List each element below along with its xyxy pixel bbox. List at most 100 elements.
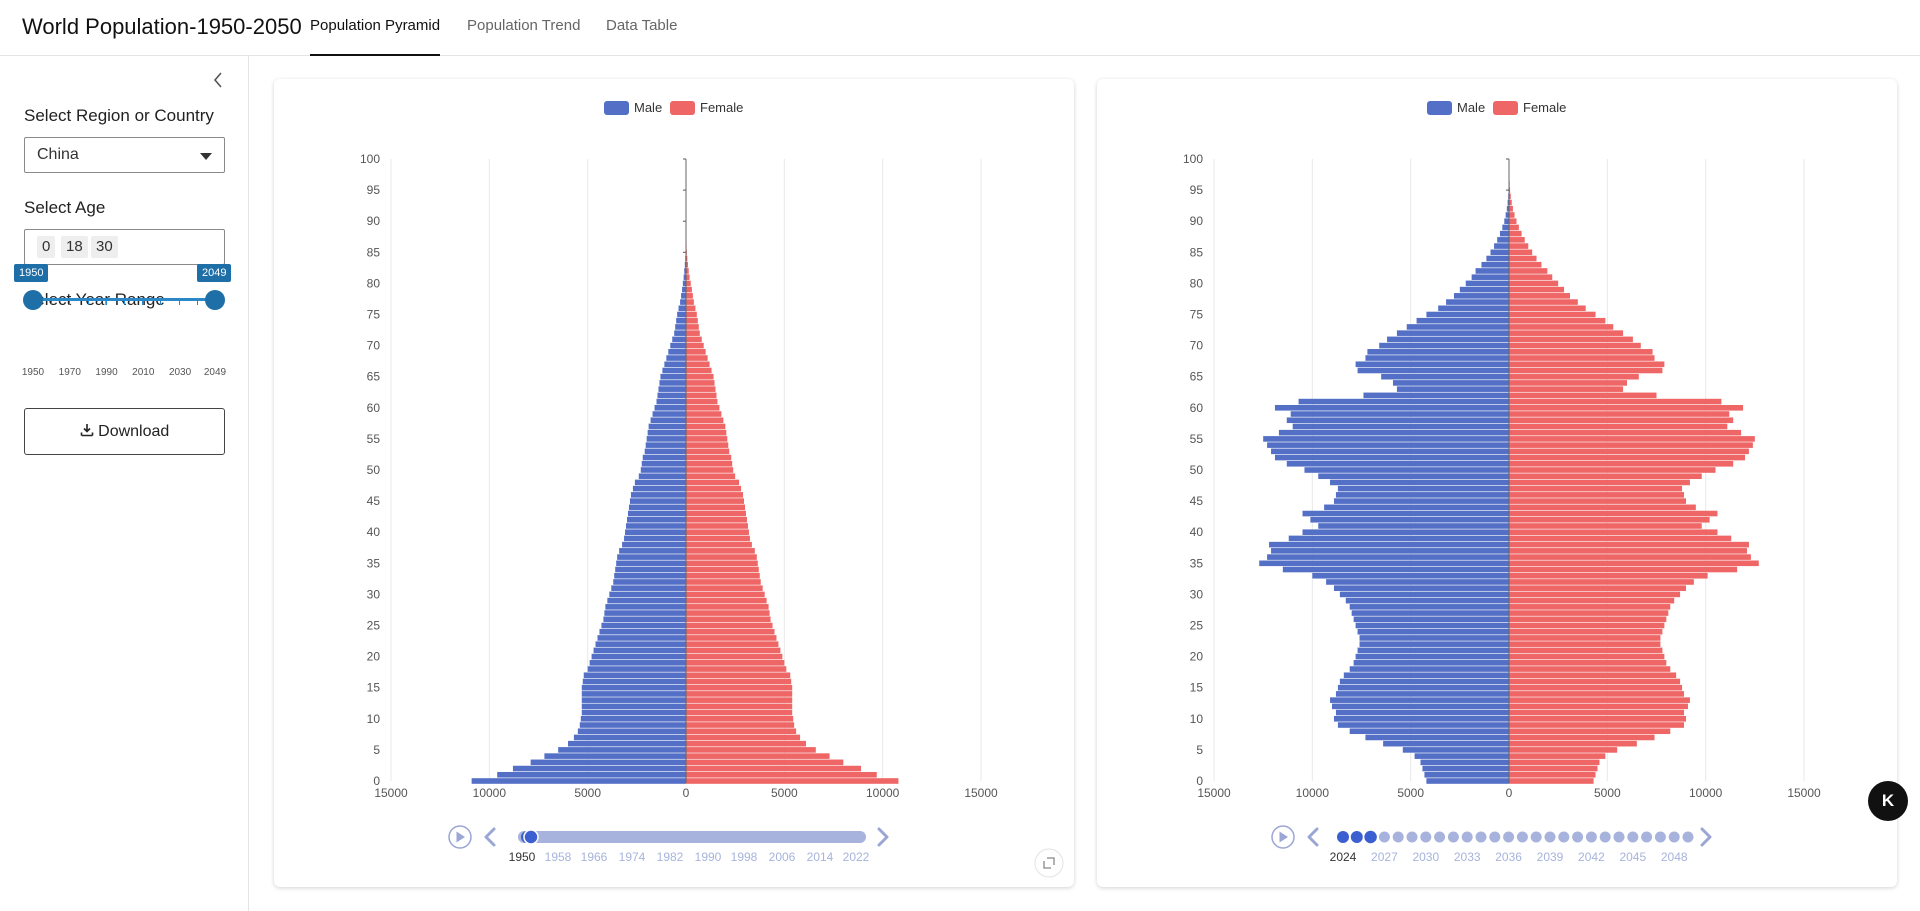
male-bar-age-37[interactable]	[619, 548, 686, 554]
male-bar-age-41[interactable]	[626, 523, 686, 529]
timeline-label[interactable]: 1966	[581, 850, 608, 864]
female-bar-age-95[interactable]	[1509, 187, 1511, 193]
female-bar-age-75[interactable]	[686, 311, 697, 318]
male-bar-age-92[interactable]	[1506, 205, 1509, 212]
play-button[interactable]	[448, 825, 472, 849]
female-bar-age-10[interactable]	[686, 716, 794, 722]
female-bar-age-49[interactable]	[686, 473, 736, 480]
female-bar-age-28[interactable]	[1509, 604, 1671, 610]
female-bar-age-5[interactable]	[1509, 747, 1618, 753]
male-bar-age-40[interactable]	[1302, 529, 1510, 535]
male-bar-age-19[interactable]	[1353, 660, 1509, 666]
female-bar-age-63[interactable]	[686, 386, 716, 392]
timeline-label[interactable]: 1998	[731, 850, 758, 864]
male-bar-age-14[interactable]	[581, 691, 686, 697]
male-bar-age-41[interactable]	[1318, 523, 1509, 529]
male-bar-age-29[interactable]	[607, 597, 686, 604]
female-bar-age-84[interactable]	[1509, 255, 1537, 262]
timeline-dot[interactable]	[1475, 831, 1487, 843]
male-bar-age-52[interactable]	[1274, 454, 1509, 461]
female-bar-age-70[interactable]	[686, 342, 704, 349]
female-bar-age-50[interactable]	[686, 467, 734, 473]
female-bar-age-44[interactable]	[1509, 504, 1696, 511]
male-bar-age-25[interactable]	[1355, 622, 1509, 629]
timeline-label[interactable]: 2022	[843, 850, 870, 864]
male-bar-age-76[interactable]	[678, 305, 686, 312]
timeline-dot[interactable]	[1585, 831, 1597, 843]
female-bar-age-48[interactable]	[686, 479, 740, 486]
female-bar-age-51[interactable]	[686, 460, 733, 467]
male-bar-age-35[interactable]	[1259, 560, 1509, 567]
female-bar-age-29[interactable]	[1509, 597, 1675, 604]
male-bar-age-19[interactable]	[589, 660, 686, 666]
timeline-next-icon[interactable]	[1700, 827, 1712, 847]
male-bar-age-2[interactable]	[1422, 765, 1509, 772]
timeline-label[interactable]: 2036	[1495, 850, 1522, 864]
female-bar-age-14[interactable]	[686, 691, 793, 697]
male-bar-age-80[interactable]	[1465, 280, 1509, 287]
female-bar-age-48[interactable]	[1509, 479, 1690, 486]
timeline-dot[interactable]	[1406, 831, 1418, 843]
male-bar-age-71[interactable]	[672, 336, 686, 343]
female-bar-age-30[interactable]	[1509, 591, 1681, 598]
male-bar-age-8[interactable]	[1349, 728, 1509, 735]
chevron-left-icon[interactable]	[206, 68, 230, 92]
female-bar-age-61[interactable]	[1509, 398, 1722, 405]
timeline-label[interactable]: 2014	[807, 850, 834, 864]
female-bar-age-10[interactable]	[1509, 716, 1686, 722]
female-bar-age-74[interactable]	[686, 317, 698, 324]
age-chip[interactable]: 18	[61, 236, 88, 258]
female-bar-age-61[interactable]	[686, 398, 718, 405]
female-bar-age-12[interactable]	[1509, 703, 1688, 710]
female-bar-age-90[interactable]	[1509, 218, 1517, 224]
timeline-handle[interactable]	[523, 829, 539, 845]
male-bar-age-36[interactable]	[1267, 554, 1509, 560]
female-bar-age-9[interactable]	[686, 722, 795, 728]
female-bar-age-24[interactable]	[686, 628, 775, 635]
male-bar-age-60[interactable]	[654, 405, 686, 411]
male-bar-age-10[interactable]	[580, 716, 686, 722]
female-bar-age-80[interactable]	[686, 280, 691, 287]
male-bar-age-11[interactable]	[1335, 709, 1509, 716]
male-bar-age-57[interactable]	[648, 423, 686, 430]
male-bar-age-3[interactable]	[530, 759, 686, 766]
male-bar-age-5[interactable]	[558, 747, 686, 753]
male-bar-age-12[interactable]	[1332, 703, 1509, 710]
male-bar-age-55[interactable]	[1263, 436, 1509, 442]
male-bar-age-64[interactable]	[1392, 380, 1509, 386]
timeline-dot[interactable]	[1530, 831, 1542, 843]
timeline-dot[interactable]	[1572, 831, 1584, 843]
timeline-dot[interactable]	[1350, 831, 1363, 843]
male-bar-age-33[interactable]	[614, 572, 686, 579]
female-bar-age-3[interactable]	[686, 759, 844, 766]
female-bar-age-69[interactable]	[686, 349, 706, 355]
male-bar-age-1[interactable]	[497, 771, 686, 778]
male-bar-age-10[interactable]	[1333, 716, 1509, 722]
female-bar-age-8[interactable]	[686, 728, 797, 735]
male-bar-age-42[interactable]	[1310, 516, 1509, 523]
male-bar-age-44[interactable]	[628, 504, 686, 511]
female-bar-age-54[interactable]	[686, 442, 729, 448]
male-bar-age-75[interactable]	[1426, 311, 1509, 318]
male-bar-age-0[interactable]	[471, 778, 686, 784]
male-bar-age-86[interactable]	[1494, 243, 1509, 249]
female-bar-age-34[interactable]	[686, 566, 759, 573]
female-bar-age-46[interactable]	[1509, 492, 1685, 498]
male-bar-age-39[interactable]	[1288, 535, 1509, 542]
female-bar-age-0[interactable]	[1509, 778, 1594, 784]
female-bar-age-23[interactable]	[686, 635, 777, 641]
male-bar-age-72[interactable]	[674, 330, 686, 336]
male-bar-age-69[interactable]	[668, 349, 686, 355]
male-bar-age-13[interactable]	[581, 697, 686, 703]
male-bar-age-45[interactable]	[1333, 498, 1509, 504]
timeline-handle[interactable]	[1362, 829, 1379, 845]
female-bar-age-81[interactable]	[686, 274, 690, 280]
female-bar-age-72[interactable]	[686, 330, 700, 336]
male-bar-age-13[interactable]	[1330, 697, 1509, 703]
female-bar-age-11[interactable]	[1509, 709, 1685, 716]
female-bar-age-67[interactable]	[686, 361, 710, 368]
male-bar-age-8[interactable]	[577, 728, 686, 735]
female-bar-age-39[interactable]	[686, 535, 750, 542]
female-bar-age-20[interactable]	[1509, 653, 1665, 660]
year-to-handle[interactable]	[205, 290, 225, 310]
